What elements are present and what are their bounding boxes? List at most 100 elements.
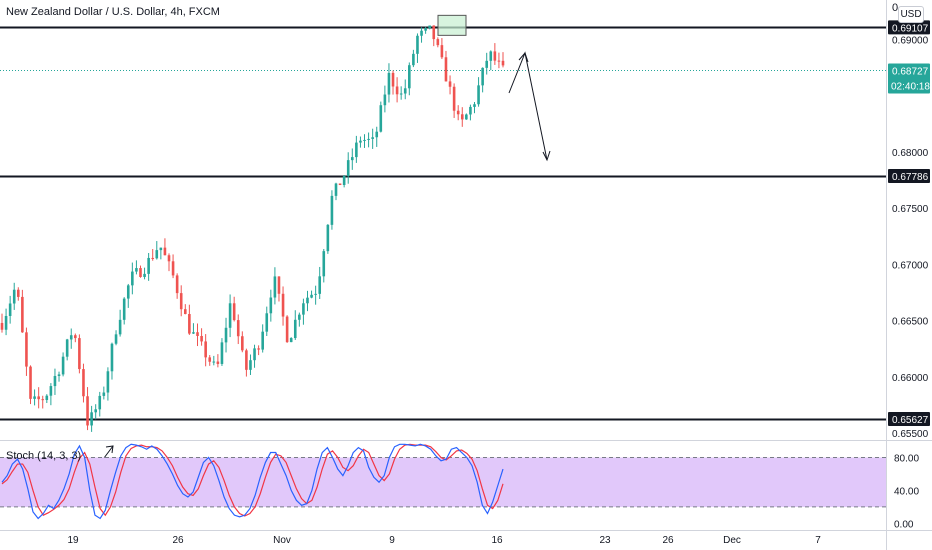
candle[interactable] <box>8 295 12 324</box>
current-price-tag[interactable]: 0.68727 02:40:18 <box>888 63 930 94</box>
candle[interactable] <box>139 265 142 278</box>
candle[interactable] <box>86 387 89 431</box>
candle[interactable] <box>440 38 444 60</box>
candle[interactable] <box>314 285 317 305</box>
candle[interactable] <box>208 354 212 366</box>
candle[interactable] <box>183 304 187 315</box>
candle[interactable] <box>25 327 28 376</box>
candle[interactable] <box>342 175 346 188</box>
candle[interactable] <box>102 386 106 400</box>
candle[interactable] <box>298 312 301 327</box>
candle[interactable] <box>135 260 138 275</box>
candle[interactable] <box>143 267 146 280</box>
candle[interactable] <box>428 25 431 30</box>
candle[interactable] <box>21 289 24 333</box>
candle[interactable] <box>94 404 97 420</box>
candle[interactable] <box>171 254 175 279</box>
stoch-k-line[interactable] <box>1 443 504 520</box>
stoch-indicator-label[interactable]: Stoch (14, 3, 3) <box>6 450 82 462</box>
candle[interactable] <box>432 25 436 47</box>
candle[interactable] <box>359 136 362 148</box>
candle[interactable] <box>346 152 350 184</box>
candle[interactable] <box>41 395 45 409</box>
candle[interactable] <box>4 308 8 336</box>
candle[interactable] <box>53 368 57 395</box>
candle[interactable] <box>469 104 472 121</box>
candle[interactable] <box>477 77 480 107</box>
candle[interactable] <box>167 253 171 272</box>
candle[interactable] <box>16 287 20 301</box>
candle[interactable] <box>61 352 65 377</box>
candle[interactable] <box>57 371 61 382</box>
candle[interactable] <box>196 323 199 347</box>
candle[interactable] <box>489 50 493 71</box>
currency-button[interactable]: USD <box>898 6 924 23</box>
candle[interactable] <box>326 224 330 254</box>
candle[interactable] <box>126 283 130 308</box>
candle[interactable] <box>232 296 236 322</box>
candle[interactable] <box>350 148 354 170</box>
candle[interactable] <box>277 276 281 302</box>
candle[interactable] <box>387 63 391 103</box>
candle[interactable] <box>82 363 85 403</box>
candle[interactable] <box>224 317 228 353</box>
candle[interactable] <box>106 367 110 401</box>
candle[interactable] <box>460 107 464 127</box>
candle[interactable] <box>375 126 379 147</box>
candle[interactable] <box>0 313 4 333</box>
candle[interactable] <box>448 75 452 95</box>
candle[interactable] <box>269 289 273 322</box>
candle[interactable] <box>481 67 484 93</box>
candle[interactable] <box>293 310 297 340</box>
candle[interactable] <box>37 387 40 409</box>
candle[interactable] <box>310 290 313 299</box>
candle[interactable] <box>334 182 338 201</box>
candle[interactable] <box>241 331 244 353</box>
candle[interactable] <box>436 37 440 48</box>
candle[interactable] <box>74 333 77 343</box>
candle[interactable] <box>273 267 277 305</box>
candle[interactable] <box>29 365 32 405</box>
candle[interactable] <box>395 77 399 103</box>
candle[interactable] <box>69 328 73 349</box>
candle[interactable] <box>473 101 476 114</box>
candle[interactable] <box>114 330 118 346</box>
candle[interactable] <box>416 33 419 63</box>
candle[interactable] <box>49 383 53 406</box>
candle[interactable] <box>391 70 395 95</box>
candle[interactable] <box>175 273 179 299</box>
candle[interactable] <box>424 26 427 34</box>
candle[interactable] <box>212 355 216 366</box>
candle[interactable] <box>110 342 114 380</box>
candle[interactable] <box>216 354 220 368</box>
candle[interactable] <box>188 304 191 335</box>
candle[interactable] <box>281 286 285 326</box>
level-price-tag[interactable]: 0.69107 <box>888 20 930 35</box>
candle[interactable] <box>220 338 224 366</box>
candle[interactable] <box>257 345 260 356</box>
candle[interactable] <box>497 52 501 69</box>
candle[interactable] <box>302 298 305 325</box>
candle[interactable] <box>204 334 207 367</box>
candle[interactable] <box>289 337 293 343</box>
candle[interactable] <box>90 405 93 432</box>
candle[interactable] <box>78 334 81 374</box>
candle[interactable] <box>45 394 49 404</box>
candle[interactable] <box>236 314 240 345</box>
candle[interactable] <box>355 135 358 163</box>
candle[interactable] <box>147 252 150 281</box>
candle[interactable] <box>65 338 69 361</box>
candle[interactable] <box>33 389 36 406</box>
candle[interactable] <box>367 132 370 148</box>
candle[interactable] <box>318 266 322 300</box>
candle[interactable] <box>456 105 460 121</box>
candle[interactable] <box>155 241 159 260</box>
candle[interactable] <box>501 52 505 68</box>
candle[interactable] <box>245 348 248 377</box>
candle[interactable] <box>306 290 309 312</box>
candle[interactable] <box>444 50 448 82</box>
candle[interactable] <box>408 62 411 96</box>
candle[interactable] <box>179 285 183 317</box>
candle[interactable] <box>122 297 126 325</box>
candle[interactable] <box>192 323 195 334</box>
